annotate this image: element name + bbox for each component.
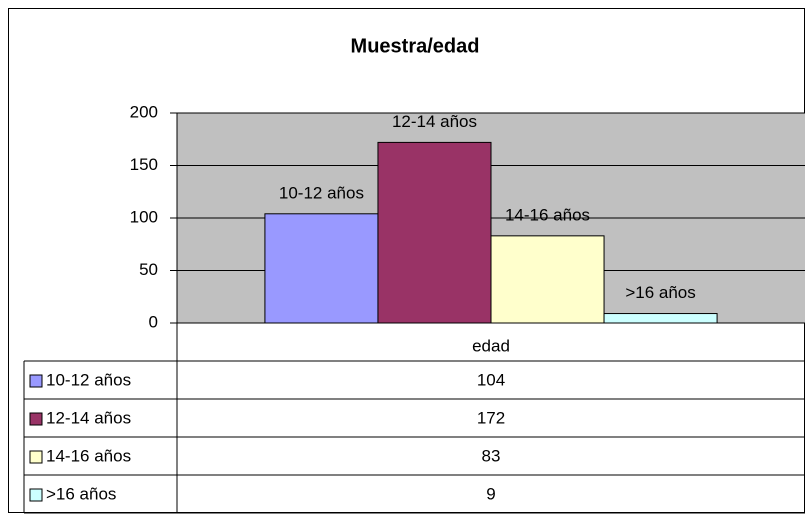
bar [264, 213, 379, 324]
chart-title: Muestra/edad [351, 35, 480, 57]
data-label: 10-12 años [279, 183, 364, 202]
table-value: 172 [477, 408, 505, 427]
x-tick-label: edad [472, 336, 510, 355]
y-tick-label: 100 [130, 207, 158, 226]
bar [377, 141, 492, 324]
table-value: 104 [477, 370, 505, 389]
legend-label: 12-14 años [46, 408, 131, 427]
legend-label: 10-12 años [46, 370, 131, 389]
legend-label: 14-16 años [46, 446, 131, 465]
bar [603, 313, 718, 324]
table-value: 9 [486, 484, 495, 503]
legend-label: >16 años [46, 484, 116, 503]
data-label: 14-16 años [505, 205, 590, 224]
legend-key [29, 450, 43, 464]
bar [490, 235, 605, 324]
legend-key [29, 374, 43, 388]
legend-key [29, 412, 43, 426]
y-tick-label: 150 [130, 155, 158, 174]
legend-key [29, 488, 43, 502]
data-label: 12-14 años [392, 112, 477, 131]
y-tick-label: 50 [139, 260, 158, 279]
data-label: >16 años [625, 283, 695, 302]
table-value: 83 [482, 446, 501, 465]
y-tick-label: 0 [149, 312, 158, 331]
y-tick-label: 200 [130, 102, 158, 121]
